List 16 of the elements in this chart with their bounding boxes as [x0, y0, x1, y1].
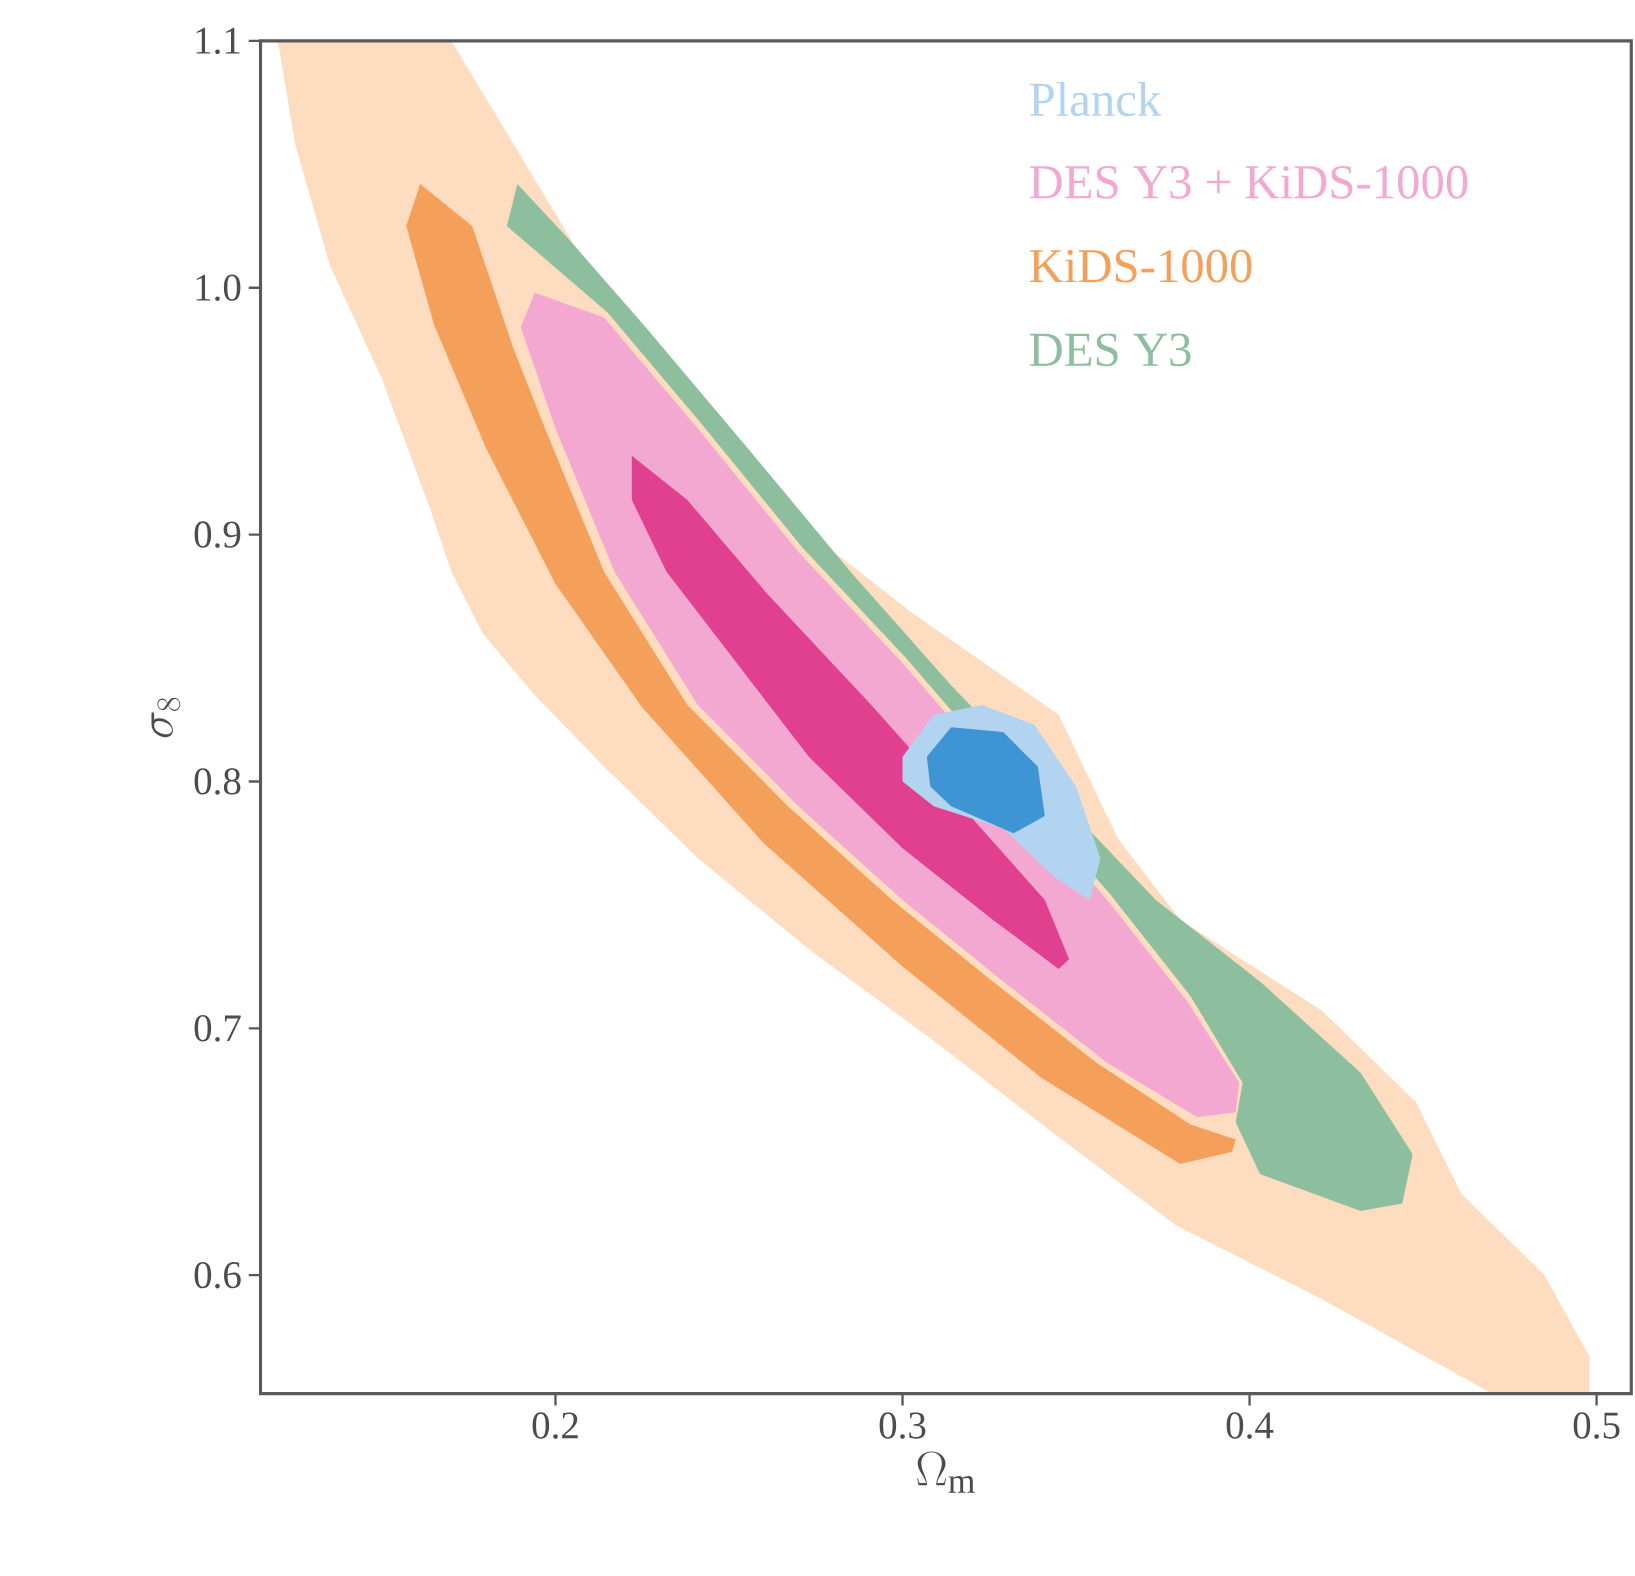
text: DES Y3 + KiDS-1000 — [1029, 165, 1468, 199]
y-tick-label: 0.7 — [194, 1014, 241, 1042]
x-axis-title: $\Omega_\mathrm{m}$ — [917, 1451, 975, 1493]
y-tick-label: 0.6 — [194, 1261, 241, 1289]
text: DES Y3 — [1029, 333, 1191, 367]
x-tick-label: 0.4 — [1226, 1412, 1274, 1439]
text: Planck — [1029, 81, 1162, 117]
y-tick-label: 0.9 — [194, 521, 241, 548]
y-tick-label: 1.1 — [196, 27, 240, 54]
y-axis-title: $\sigma_8$ — [151, 697, 181, 737]
text: KiDS-1000 — [1029, 249, 1252, 283]
x-tick-label: 0.2 — [532, 1412, 578, 1439]
x-tick-label: 0.3 — [879, 1412, 926, 1439]
y-tick-label: 1.0 — [196, 274, 241, 301]
x-tick-label: 0.5 — [1573, 1412, 1620, 1439]
y-tick-label: 0.8 — [194, 768, 241, 795]
